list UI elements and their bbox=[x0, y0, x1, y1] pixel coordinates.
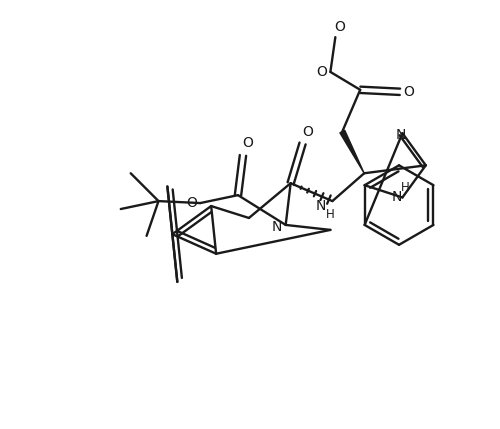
Text: H: H bbox=[401, 181, 410, 194]
Text: N: N bbox=[316, 199, 326, 213]
Text: O: O bbox=[302, 124, 313, 139]
Text: O: O bbox=[186, 196, 196, 210]
Polygon shape bbox=[340, 130, 364, 173]
Text: O: O bbox=[242, 136, 254, 151]
Text: O: O bbox=[404, 85, 414, 99]
Text: N: N bbox=[392, 190, 402, 205]
Text: N: N bbox=[272, 220, 282, 234]
Text: H: H bbox=[326, 208, 335, 221]
Text: N: N bbox=[395, 128, 406, 142]
Text: O: O bbox=[316, 65, 327, 79]
Text: O: O bbox=[334, 20, 345, 34]
